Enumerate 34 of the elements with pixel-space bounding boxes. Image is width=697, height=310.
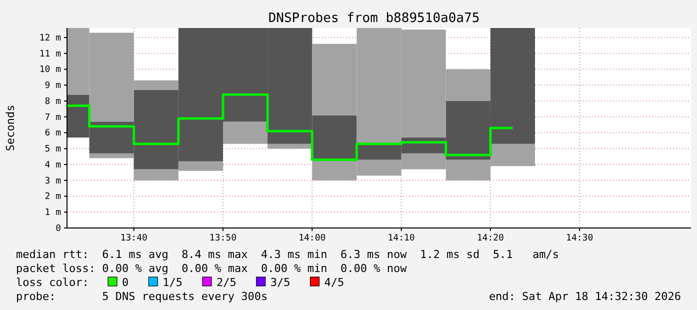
legend-label: 0 [122,276,129,289]
text: probe: 5 DNS requests every 300s [16,290,268,303]
legend-label: 1/5 [162,276,182,289]
bar [89,153,134,158]
legend-label: 4/5 [324,276,344,289]
chart-title: DNSProbes from b889510a0a75 [268,11,480,26]
x-tick-label: 14:20 [476,233,504,244]
x-tick-label: 14:30 [566,233,594,244]
y-tick-label: 3 m [44,176,61,186]
y-tick-label: 5 m [44,144,61,155]
x-tick-label: 13:40 [120,233,148,244]
y-tick-label: 10 m [39,65,61,76]
y-tick-label: 4 m [44,160,61,170]
legend-title: loss color: [16,276,89,289]
x-tick-label: 13:50 [209,233,237,244]
y-tick-label: 1 m [44,208,61,218]
legend-label: 3/5 [270,276,290,289]
y-tick-label: 9 m [44,81,61,92]
y-axis-title: Seconds [4,104,17,152]
y-tick-label: 8 m [44,96,61,107]
y-tick-label: 2 m [44,192,61,202]
bar [268,144,312,149]
text: end: Sat Apr 18 14:32:30 2026 [488,290,681,303]
y-tick-label: 0 [56,224,61,234]
legend-label: 2/5 [216,276,236,289]
y-tick-label: 7 m [44,112,61,123]
bar [223,122,268,144]
y-tick-label: 11 m [39,49,61,60]
x-tick-label: 14:10 [388,233,415,244]
y-tick-label: 6 m [44,128,61,139]
y-tick-label: 12 m [39,33,61,44]
x-tick-label: 14:00 [298,233,326,244]
text: packet loss: 0.00 % avg 0.00 % max 0.00 % min 0.00 % now [16,262,408,275]
text: median rtt: 6.1 ms avg 8.4 ms max 4.3 ms min 6.3 ms now 1.2 ms sd 5.1 am/s [16,248,560,261]
